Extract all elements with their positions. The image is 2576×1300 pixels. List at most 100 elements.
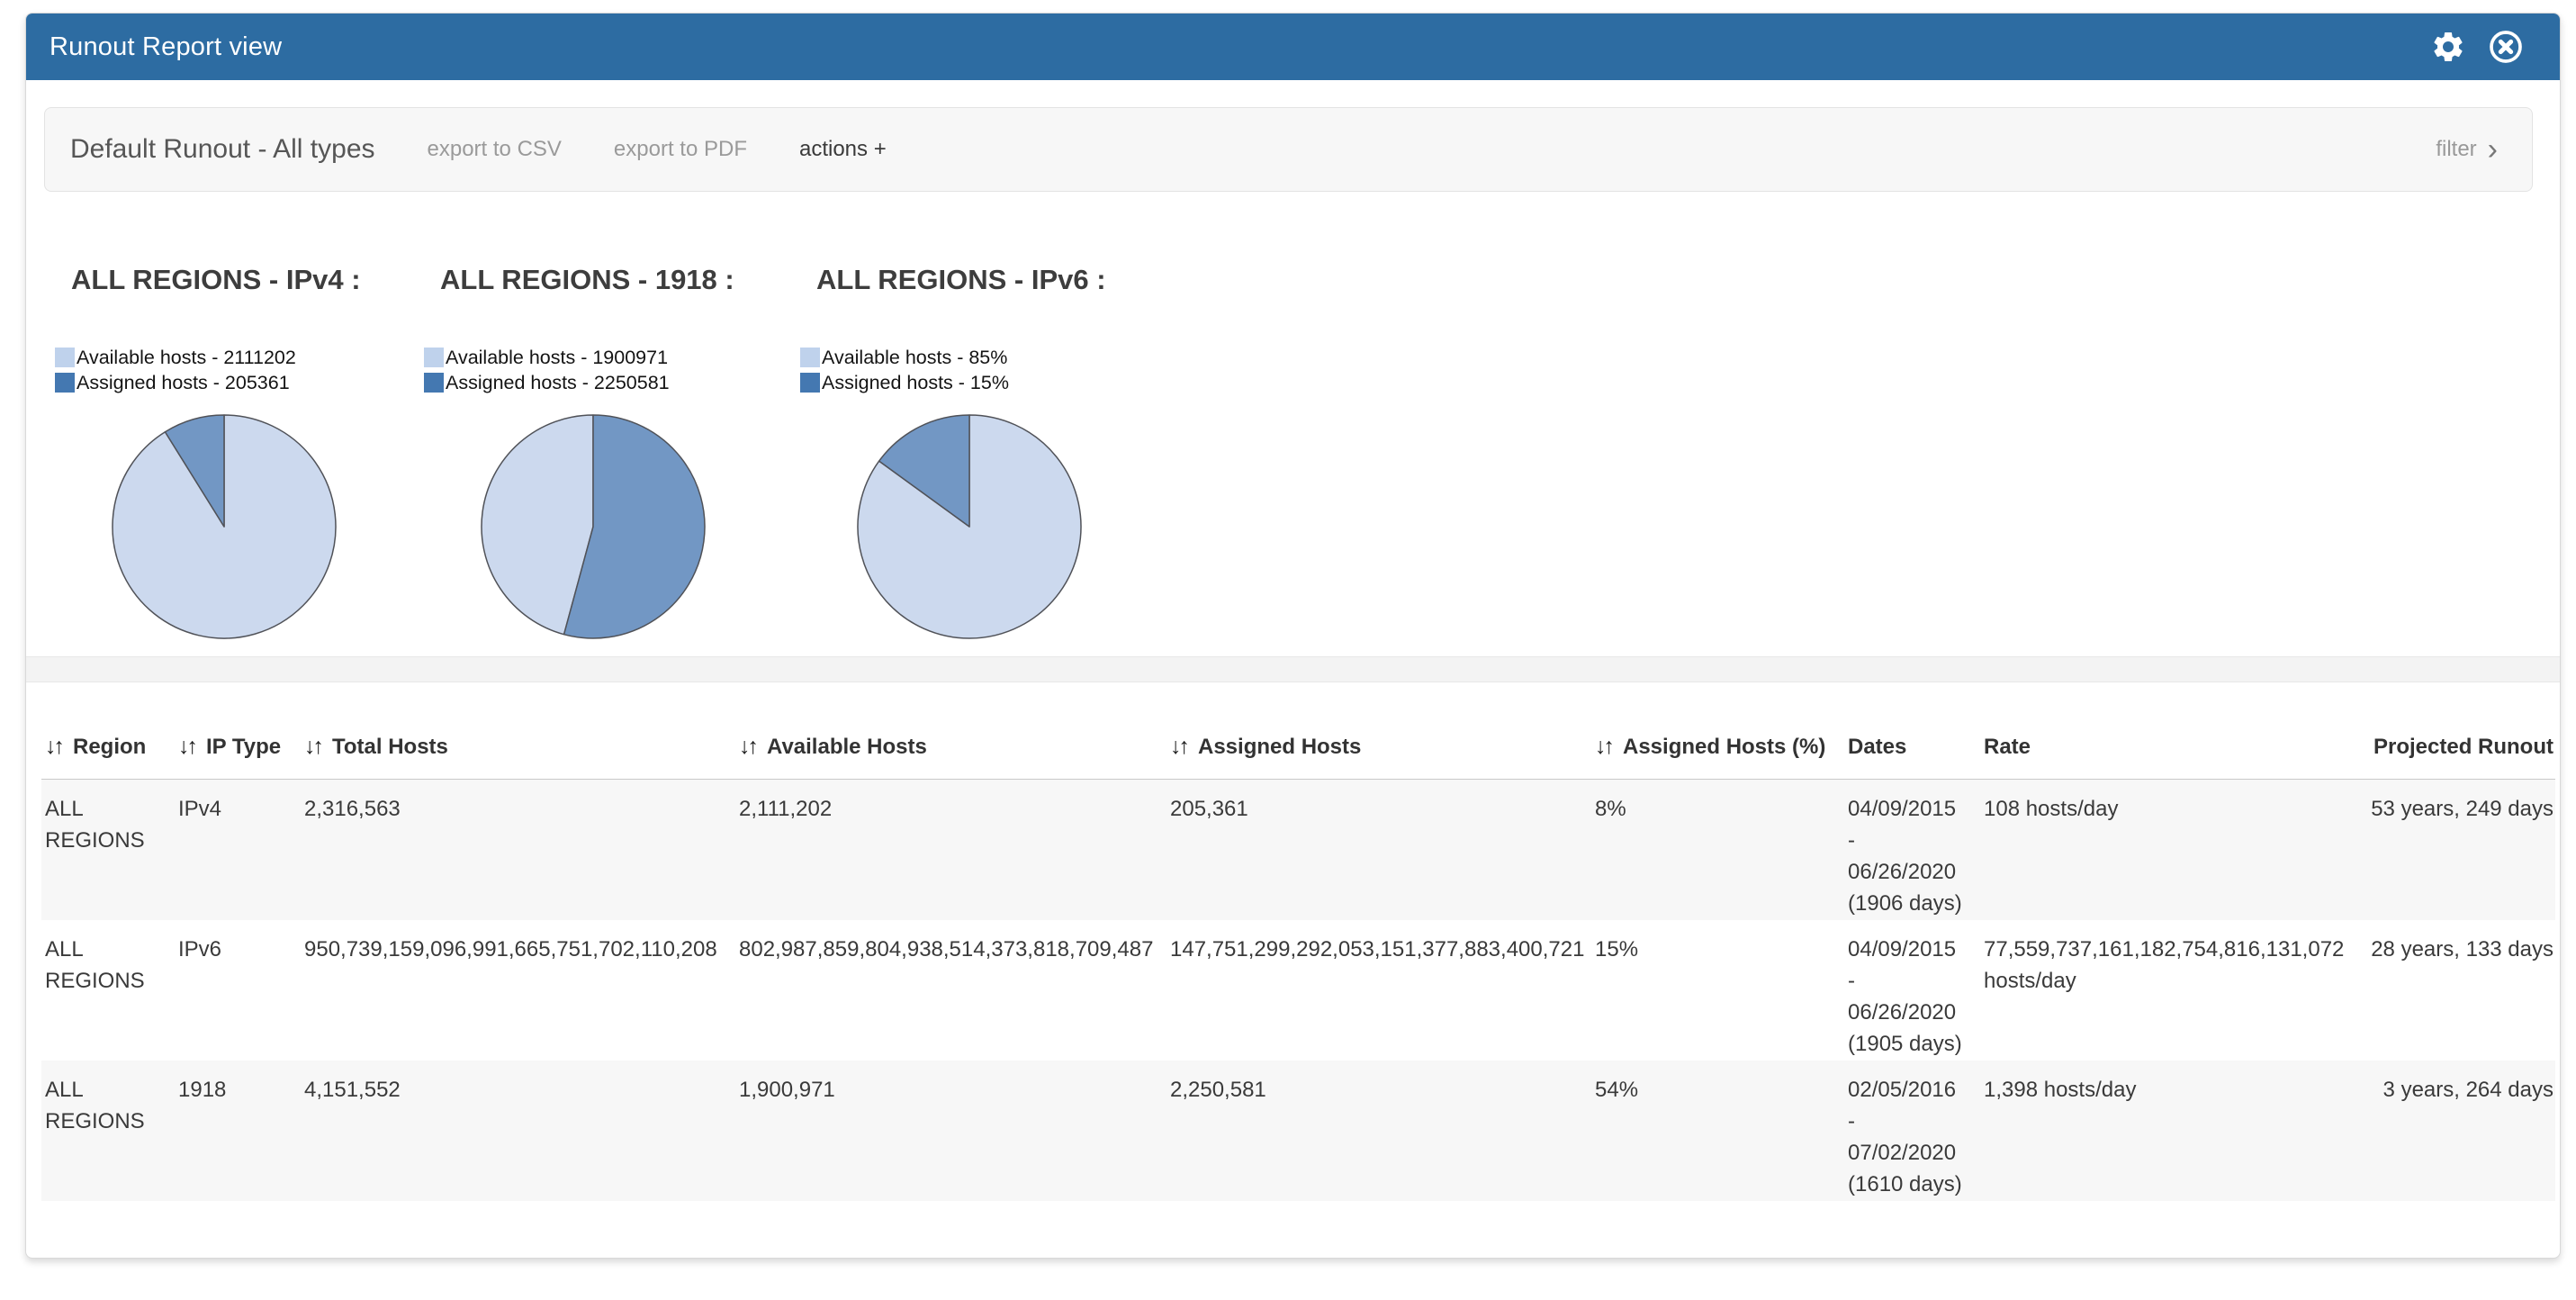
legend-label: Assigned hosts - 15% bbox=[822, 370, 1009, 395]
sort-arrows-icon: ↓↑ bbox=[739, 734, 759, 760]
cell-total-hosts: 2,316,563 bbox=[304, 780, 739, 920]
cell-assigned-pct: 54% bbox=[1595, 1061, 1848, 1201]
cell-ip-type: IPv6 bbox=[178, 920, 304, 1061]
cell-total-hosts: 4,151,552 bbox=[304, 1061, 739, 1201]
runout-report-dialog: Runout Report view Default Runout - All … bbox=[25, 13, 2561, 1259]
table-row-ipv4: ALL REGIONS IPv4 2,316,563 2,111,202 205… bbox=[41, 780, 2555, 920]
dialog-titlebar: Runout Report view bbox=[26, 14, 2560, 80]
column-label: Projected Runout bbox=[2373, 735, 2553, 760]
titlebar-icons bbox=[2430, 29, 2524, 65]
cell-rate: 77,559,737,161,182,754,816,131,072 hosts… bbox=[1984, 920, 2362, 1061]
table-row-1918: ALL REGIONS 1918 4,151,552 1,900,971 2,2… bbox=[41, 1061, 2555, 1201]
legend-swatch-assigned bbox=[800, 373, 820, 393]
settings-gear-icon[interactable] bbox=[2430, 29, 2466, 65]
cell-projected-runout: 28 years, 133 days bbox=[2362, 920, 2555, 1061]
cell-ip-type: 1918 bbox=[178, 1061, 304, 1201]
filter-label: filter bbox=[2436, 137, 2476, 162]
legend-label: Available hosts - 1900971 bbox=[446, 345, 668, 370]
export-csv-button[interactable]: export to CSV bbox=[428, 137, 562, 162]
table-row-ipv6: ALL REGIONS IPv6 950,739,159,096,991,665… bbox=[41, 920, 2555, 1061]
legend-swatch-available bbox=[55, 348, 75, 367]
cell-assigned-pct: 8% bbox=[1595, 780, 1848, 920]
column-header-available-hosts[interactable]: ↓↑ Available Hosts bbox=[739, 734, 1170, 760]
sort-arrows-icon: ↓↑ bbox=[1170, 734, 1190, 760]
column-header-region[interactable]: ↓↑ Region bbox=[41, 734, 178, 760]
export-pdf-button[interactable]: export to PDF bbox=[614, 137, 747, 162]
cell-region: ALL REGIONS bbox=[41, 1061, 178, 1201]
sort-arrows-icon: ↓↑ bbox=[178, 734, 198, 760]
column-header-total-hosts[interactable]: ↓↑ Total Hosts bbox=[304, 734, 739, 760]
column-label: Dates bbox=[1848, 735, 1906, 760]
column-label: Available Hosts bbox=[767, 735, 927, 760]
legend-label: Available hosts - 85% bbox=[822, 345, 1007, 370]
chart-legend: Available hosts - 1900971 Assigned hosts… bbox=[424, 345, 670, 395]
column-header-assigned-hosts[interactable]: ↓↑ Assigned Hosts bbox=[1170, 734, 1595, 760]
legend-swatch-available bbox=[424, 348, 444, 367]
dialog-title: Runout Report view bbox=[50, 32, 282, 62]
charts-section: ALL REGIONS - IPv4 : Available hosts - 2… bbox=[26, 192, 2560, 656]
legend-label: Available hosts - 2111202 bbox=[77, 345, 296, 370]
report-toolbar: Default Runout - All types export to CSV… bbox=[44, 107, 2533, 192]
legend-item-assigned: Assigned hosts - 15% bbox=[800, 370, 1009, 395]
cell-assigned-hosts: 147,751,299,292,053,151,377,883,400,721 bbox=[1170, 920, 1595, 1061]
table-header-row: ↓↑ Region ↓↑ IP Type ↓↑ Total Hosts ↓↑ A… bbox=[41, 715, 2555, 780]
cell-rate: 1,398 hosts/day bbox=[1984, 1061, 2362, 1201]
filter-button[interactable]: filter › bbox=[2436, 137, 2498, 162]
chart-title: ALL REGIONS - IPv4 : bbox=[71, 264, 361, 296]
legend-label: Assigned hosts - 2250581 bbox=[446, 370, 670, 395]
legend-item-available: Available hosts - 85% bbox=[800, 345, 1009, 370]
legend-label: Assigned hosts - 205361 bbox=[77, 370, 290, 395]
column-header-projected-runout: Projected Runout bbox=[2362, 735, 2555, 760]
cell-projected-runout: 53 years, 249 days bbox=[2362, 780, 2555, 920]
legend-item-assigned: Assigned hosts - 205361 bbox=[55, 370, 296, 395]
actions-menu-button[interactable]: actions + bbox=[799, 137, 887, 162]
chart-title: ALL REGIONS - IPv6 : bbox=[816, 264, 1106, 296]
cell-available-hosts: 802,987,859,804,938,514,373,818,709,487 bbox=[739, 920, 1170, 1061]
legend-swatch-assigned bbox=[55, 373, 75, 393]
cell-region: ALL REGIONS bbox=[41, 920, 178, 1061]
column-label: Region bbox=[73, 735, 146, 760]
column-label: IP Type bbox=[206, 735, 281, 760]
cell-available-hosts: 2,111,202 bbox=[739, 780, 1170, 920]
cell-region: ALL REGIONS bbox=[41, 780, 178, 920]
chart-title: ALL REGIONS - 1918 : bbox=[440, 264, 734, 296]
sort-arrows-icon: ↓↑ bbox=[304, 734, 324, 760]
cell-dates: 02/05/2016 - 07/02/2020 (1610 days) bbox=[1848, 1061, 1984, 1201]
legend-item-available: Available hosts - 1900971 bbox=[424, 345, 670, 370]
cell-projected-runout: 3 years, 264 days bbox=[2362, 1061, 2555, 1201]
sort-arrows-icon: ↓↑ bbox=[45, 734, 65, 760]
cell-ip-type: IPv4 bbox=[178, 780, 304, 920]
cell-assigned-hosts: 2,250,581 bbox=[1170, 1061, 1595, 1201]
legend-swatch-available bbox=[800, 348, 820, 367]
column-header-ip-type[interactable]: ↓↑ IP Type bbox=[178, 734, 304, 760]
column-header-dates: Dates bbox=[1848, 735, 1984, 760]
section-divider bbox=[26, 656, 2560, 682]
runout-table: ↓↑ Region ↓↑ IP Type ↓↑ Total Hosts ↓↑ A… bbox=[41, 715, 2555, 1201]
pie-graphic-ipv6 bbox=[852, 410, 1086, 644]
column-label: Total Hosts bbox=[332, 735, 448, 760]
table-body: ALL REGIONS IPv4 2,316,563 2,111,202 205… bbox=[41, 780, 2555, 1201]
legend-swatch-assigned bbox=[424, 373, 444, 393]
cell-rate: 108 hosts/day bbox=[1984, 780, 2362, 920]
pie-graphic-ipv4 bbox=[107, 410, 341, 644]
cell-dates: 04/09/2015 - 06/26/2020 (1906 days) bbox=[1848, 780, 1984, 920]
chevron-right-icon: › bbox=[2488, 139, 2498, 160]
cell-total-hosts: 950,739,159,096,991,665,751,702,110,208 bbox=[304, 920, 739, 1061]
column-label: Assigned Hosts bbox=[1198, 735, 1361, 760]
column-label: Rate bbox=[1984, 735, 2031, 760]
report-title: Default Runout - All types bbox=[70, 134, 375, 165]
cell-assigned-hosts: 205,361 bbox=[1170, 780, 1595, 920]
cell-assigned-pct: 15% bbox=[1595, 920, 1848, 1061]
legend-item-assigned: Assigned hosts - 2250581 bbox=[424, 370, 670, 395]
cell-dates: 04/09/2015 - 06/26/2020 (1905 days) bbox=[1848, 920, 1984, 1061]
column-header-rate: Rate bbox=[1984, 735, 2362, 760]
pie-graphic-1918 bbox=[476, 410, 710, 644]
column-label: Assigned Hosts (%) bbox=[1623, 735, 1825, 760]
sort-arrows-icon: ↓↑ bbox=[1595, 734, 1615, 760]
chart-legend: Available hosts - 2111202 Assigned hosts… bbox=[55, 345, 296, 395]
legend-item-available: Available hosts - 2111202 bbox=[55, 345, 296, 370]
chart-legend: Available hosts - 85% Assigned hosts - 1… bbox=[800, 345, 1009, 395]
cell-available-hosts: 1,900,971 bbox=[739, 1061, 1170, 1201]
column-header-assigned-hosts-pct[interactable]: ↓↑ Assigned Hosts (%) bbox=[1595, 734, 1848, 760]
close-icon[interactable] bbox=[2488, 29, 2524, 65]
